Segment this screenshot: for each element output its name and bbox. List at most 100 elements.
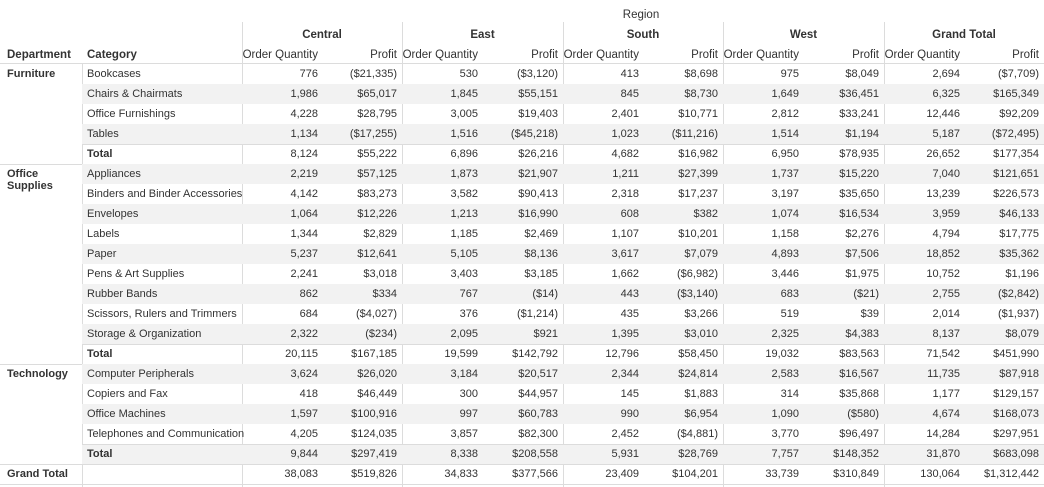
profit-cell: $17,775 <box>999 228 1039 240</box>
table-row[interactable]: Tables 1,134 ($17,255) 1,516 ($45,218) 1,023 (… <box>0 124 1044 144</box>
order-quantity-cell: 23,409 <box>605 468 639 480</box>
order-quantity-cell: 11,735 <box>927 368 960 380</box>
order-quantity-cell: 26,652 <box>926 148 960 160</box>
profit-cell: $8,698 <box>684 68 718 80</box>
order-quantity-cell: 5,187 <box>932 128 960 140</box>
row-band <box>82 244 1044 264</box>
measure-header-order-quantity[interactable]: Order Quantity <box>723 49 799 61</box>
profit-cell: $55,151 <box>518 88 558 100</box>
measure-header-order-quantity[interactable]: Order Quantity <box>402 49 478 61</box>
order-quantity-cell: 6,950 <box>771 148 799 160</box>
order-quantity-cell: 20,115 <box>285 348 318 360</box>
order-quantity-cell: 4,674 <box>932 408 960 420</box>
order-quantity-cell: 4,682 <box>611 148 639 160</box>
measure-header-profit[interactable]: Profit <box>370 49 397 61</box>
department-label-technology[interactable]: Technology <box>7 368 68 380</box>
measure-header-profit[interactable]: Profit <box>852 49 879 61</box>
profit-cell: ($3,120) <box>517 68 558 80</box>
order-quantity-cell: 6,325 <box>932 88 960 100</box>
profit-cell: $382 <box>693 208 718 220</box>
table-row[interactable]: Storage & Organization 2,322 ($234) 2,095 $9… <box>0 324 1044 344</box>
measure-header-order-quantity[interactable]: Order Quantity <box>884 49 960 61</box>
region-header-east[interactable]: East <box>470 29 495 41</box>
profit-cell: ($21,335) <box>349 68 397 80</box>
category-label: Bookcases <box>87 68 141 80</box>
profit-cell: $24,814 <box>678 368 718 380</box>
table-row[interactable]: Pens & Art Supplies 2,241 $3,018 3,403 $3,18… <box>0 264 1044 284</box>
profit-cell: $177,354 <box>993 148 1039 160</box>
order-quantity-cell: 2,583 <box>771 368 799 380</box>
profit-cell: $6,954 <box>684 408 718 420</box>
measure-header-profit[interactable]: Profit <box>691 49 718 61</box>
profit-cell: $16,982 <box>678 148 718 160</box>
order-quantity-cell: 34,833 <box>444 468 478 480</box>
profit-cell: $20,517 <box>518 368 558 380</box>
department-label-office-supplies[interactable]: Office Supplies <box>7 168 53 192</box>
order-quantity-cell: 4,893 <box>771 248 799 260</box>
total-row[interactable]: Total 20,115 $167,185 19,599 $142,792 12,796 $… <box>0 344 1044 364</box>
profit-cell: $8,136 <box>524 248 558 260</box>
order-quantity-cell: 862 <box>299 288 318 300</box>
order-quantity-cell: 684 <box>299 308 318 320</box>
profit-cell: ($45,218) <box>510 128 558 140</box>
table-row[interactable]: Scissors, Rulers and Trimmers 684 ($4,027)… <box>0 304 1044 324</box>
table-row[interactable]: Labels 1,344 $2,829 1,185 $2,469 1,107 $10,201… <box>0 224 1044 244</box>
measure-header-order-quantity[interactable]: Order Quantity <box>563 49 639 61</box>
order-quantity-cell: 8,338 <box>450 448 478 460</box>
table-row[interactable]: Telephones and Communication 4,205 $124,03… <box>0 424 1044 444</box>
measure-header-profit[interactable]: Profit <box>531 49 558 61</box>
table-row[interactable]: Binders and Binder Accessories 4,142 $83,2… <box>0 184 1044 204</box>
profit-cell: $28,769 <box>678 448 718 460</box>
order-quantity-cell: 2,452 <box>611 428 639 440</box>
profit-cell: $96,497 <box>839 428 879 440</box>
total-label: Total <box>87 148 113 160</box>
region-header-west[interactable]: West <box>789 29 818 41</box>
order-quantity-cell: 130,064 <box>920 468 960 480</box>
row-band <box>82 204 1044 224</box>
table-row[interactable]: Computer Peripherals 3,624 $26,020 3,184 $20… <box>0 364 1044 384</box>
order-quantity-cell: 3,959 <box>932 208 960 220</box>
profit-cell: $44,957 <box>518 388 558 400</box>
profit-cell: $1,194 <box>845 128 879 140</box>
profit-cell: ($17,255) <box>349 128 397 140</box>
profit-cell: $2,469 <box>524 228 558 240</box>
table-row[interactable]: Envelopes 1,064 $12,226 1,213 $16,990 608 $382… <box>0 204 1044 224</box>
order-quantity-cell: 2,344 <box>611 368 639 380</box>
profit-cell: $16,534 <box>839 208 879 220</box>
profit-cell: ($11,216) <box>671 128 718 140</box>
region-header-grand-total[interactable]: Grand Total <box>932 29 996 41</box>
table-row[interactable]: Bookcases 776 ($21,335) 530 ($3,120) 413 $8,69… <box>0 64 1044 84</box>
order-quantity-cell: 1,395 <box>611 328 639 340</box>
row-band <box>82 404 1044 424</box>
total-row[interactable]: Total 9,844 $297,419 8,338 $208,558 5,931 $28,… <box>0 444 1044 464</box>
measure-header-profit[interactable]: Profit <box>1012 49 1039 61</box>
category-column-header[interactable]: Category <box>87 49 137 61</box>
region-header-central[interactable]: Central <box>302 29 342 41</box>
order-quantity-cell: 1,516 <box>450 128 478 140</box>
order-quantity-cell: 6,896 <box>450 148 478 160</box>
profit-cell: $17,237 <box>678 188 718 200</box>
profit-cell: $35,868 <box>839 388 879 400</box>
profit-cell: $124,035 <box>351 428 397 440</box>
table-row[interactable]: Office Furnishings 4,228 $28,795 3,005 $19,4… <box>0 104 1044 124</box>
grand-total-row[interactable]: Grand Total 38,083 $519,826 34,833 $377,566 2… <box>0 464 1044 484</box>
measure-header-order-quantity[interactable]: Order Quantity <box>242 49 318 61</box>
table-row[interactable]: Copiers and Fax 418 $46,449 300 $44,957 145 $1… <box>0 384 1044 404</box>
department-column-header[interactable]: Department <box>7 49 71 61</box>
total-row[interactable]: Total 8,124 $55,222 6,896 $26,216 4,682 $16,98… <box>0 144 1044 164</box>
profit-cell: $519,826 <box>351 468 397 480</box>
order-quantity-cell: 12,446 <box>926 108 960 120</box>
department-label-furniture[interactable]: Furniture <box>7 68 56 80</box>
table-row[interactable]: Office Machines 1,597 $100,916 997 $60,783 99… <box>0 404 1044 424</box>
order-quantity-cell: 975 <box>780 68 799 80</box>
table-row[interactable]: Chairs & Chairmats 1,986 $65,017 1,845 $55,1… <box>0 84 1044 104</box>
table-row[interactable]: Paper 5,237 $12,641 5,105 $8,136 3,617 $7,079 4… <box>0 244 1044 264</box>
table-row[interactable]: Rubber Bands 862 $334 767 ($14) 443 ($3,140) 68… <box>0 284 1044 304</box>
profit-cell: $377,566 <box>512 468 558 480</box>
table-row[interactable]: Appliances 2,219 $57,125 1,873 $21,907 1,211 $… <box>0 164 1044 184</box>
profit-cell: $82,300 <box>518 428 558 440</box>
total-divider <box>82 444 1044 445</box>
grand-total-label: Grand Total <box>7 468 68 480</box>
profit-cell: $3,266 <box>684 308 718 320</box>
region-header-south[interactable]: South <box>626 29 660 41</box>
